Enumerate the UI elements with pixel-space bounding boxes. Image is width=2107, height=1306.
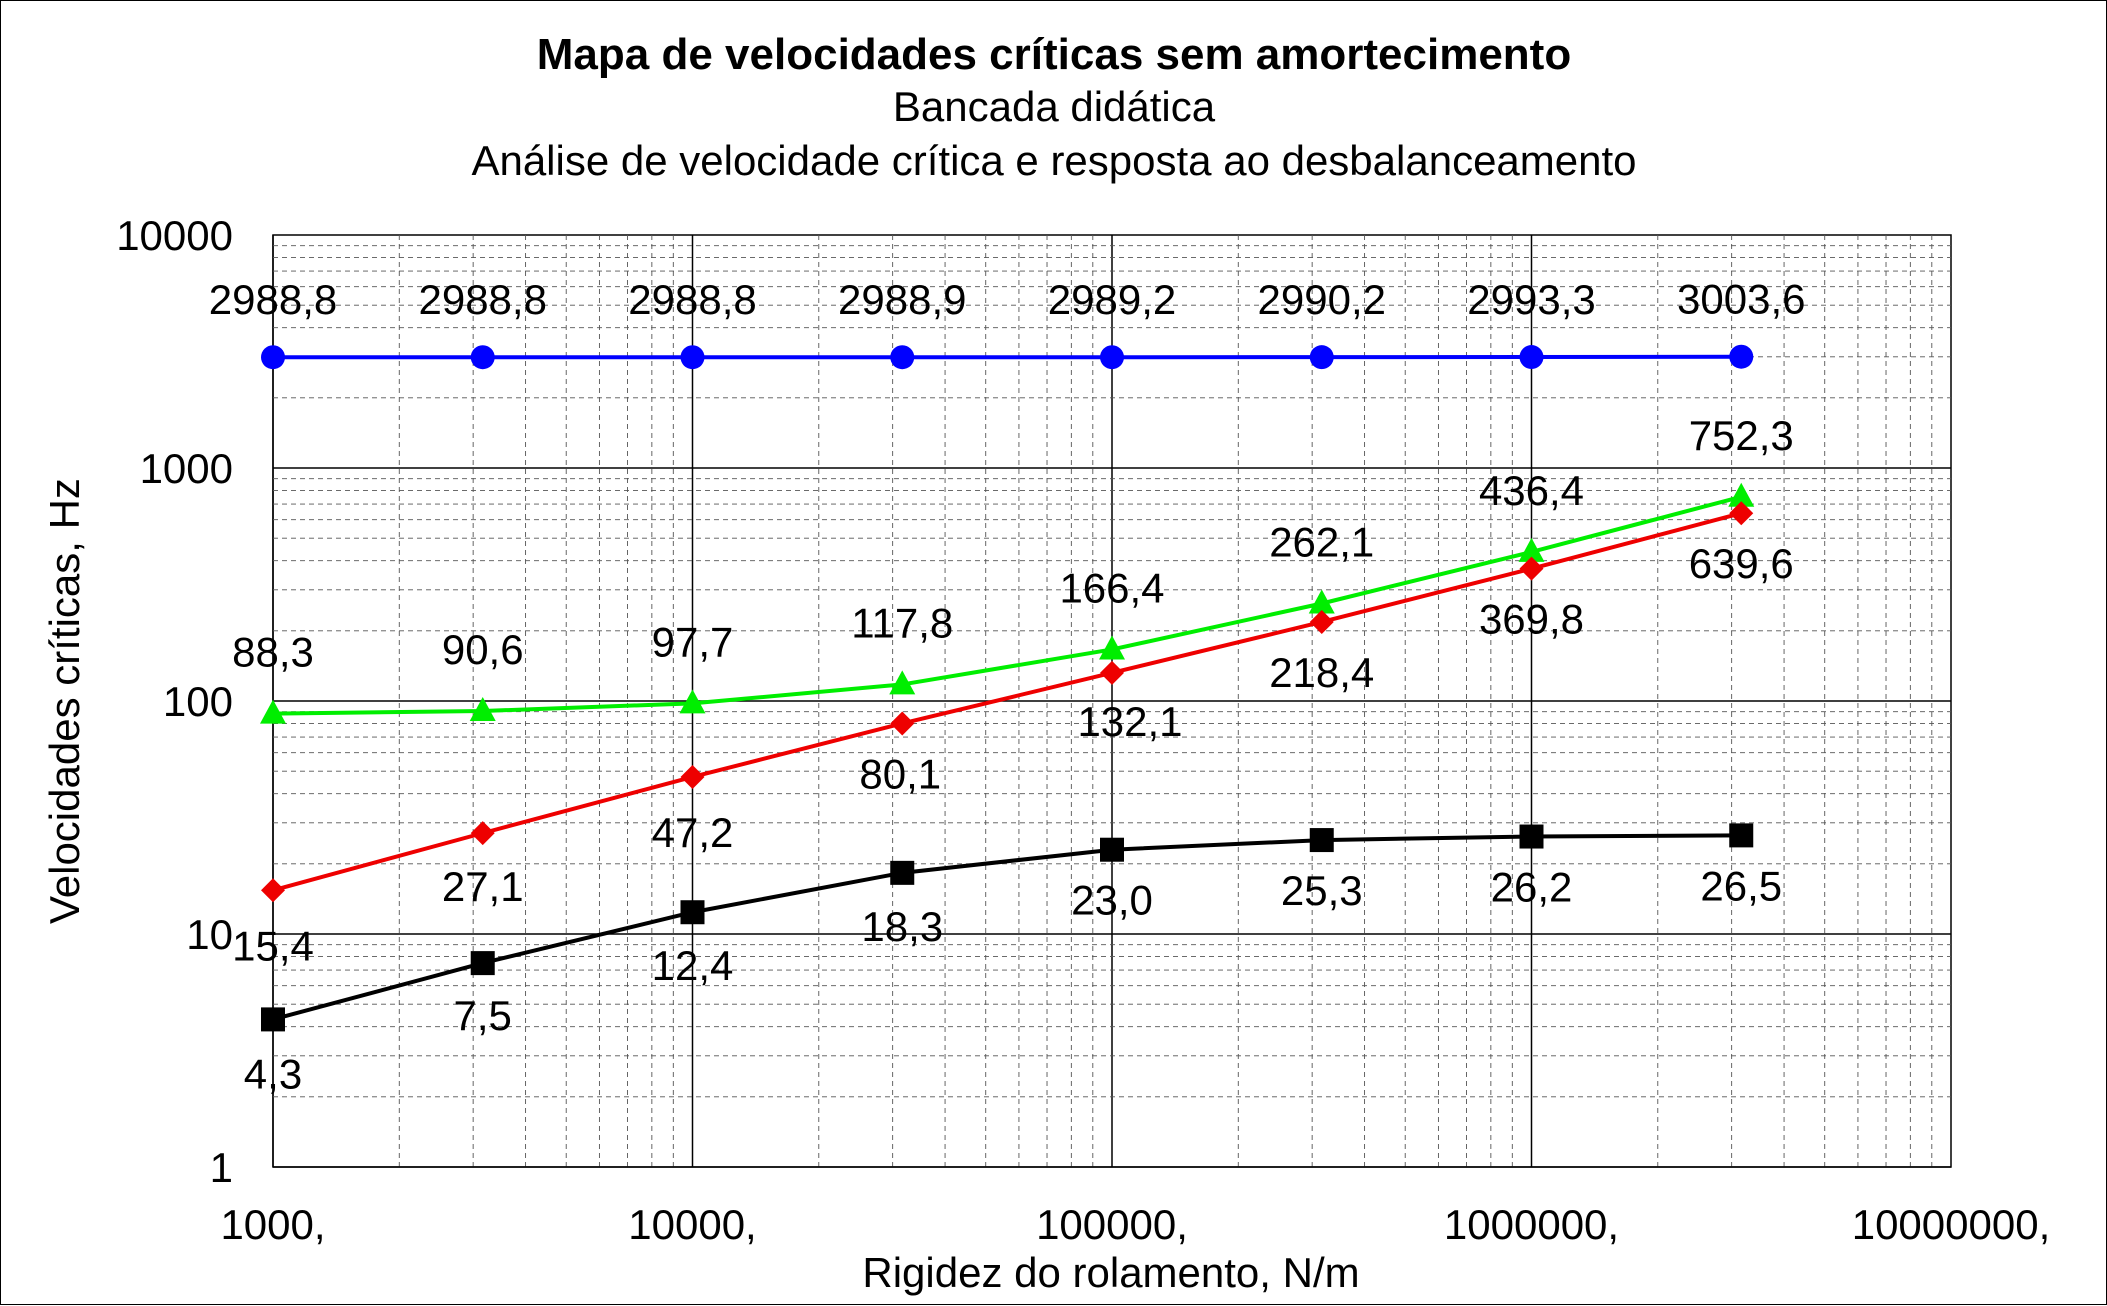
data-point: [261, 878, 285, 902]
data-point: [1520, 345, 1544, 369]
data-label: 2988,8: [209, 276, 337, 323]
data-label: 639,6: [1689, 540, 1794, 587]
y-tick-label: 1000: [140, 445, 233, 492]
data-label: 26,5: [1700, 862, 1782, 909]
data-point: [471, 951, 495, 975]
chart-subtitle-2: Análise de velocidade crítica e resposta…: [471, 137, 1636, 184]
data-label: 2989,2: [1048, 276, 1176, 323]
data-point: [681, 765, 705, 789]
y-tick-label: 10: [186, 911, 233, 958]
data-point: [1729, 345, 1753, 369]
data-point: [1100, 661, 1124, 685]
x-tick-label: 100000,: [1036, 1201, 1188, 1248]
y-tick-label: 100: [163, 678, 233, 725]
data-point: [890, 861, 914, 885]
data-point: [681, 900, 705, 924]
data-label: 2993,3: [1467, 276, 1595, 323]
data-label: 18,3: [861, 903, 943, 950]
data-label: 15,4: [232, 922, 314, 969]
data-label: 166,4: [1059, 564, 1164, 611]
data-label: 436,4: [1479, 467, 1584, 514]
data-point: [1100, 345, 1124, 369]
data-label: 2990,2: [1258, 276, 1386, 323]
data-label: 47,2: [652, 809, 734, 856]
data-label: 4,3: [244, 1050, 302, 1097]
data-point: [261, 1007, 285, 1031]
y-axis-label: Velocidades críticas, Hz: [41, 478, 88, 924]
data-label: 97,7: [652, 618, 734, 665]
data-label: 752,3: [1689, 412, 1794, 459]
x-axis-label: Rigidez do rolamento, N/m: [862, 1249, 1359, 1296]
data-label: 2988,8: [418, 276, 546, 323]
data-label: 117,8: [851, 599, 953, 646]
data-point: [1310, 828, 1334, 852]
data-label: 90,6: [442, 626, 524, 673]
data-point: [1100, 838, 1124, 862]
data-label: 12,4: [652, 942, 734, 989]
data-label: 88,3: [232, 629, 314, 676]
data-series: [260, 345, 1754, 1032]
data-point: [1729, 823, 1753, 847]
data-label: 23,0: [1071, 877, 1153, 924]
data-label: 26,2: [1491, 864, 1573, 911]
chart-subtitle-1: Bancada didática: [893, 83, 1216, 130]
data-label: 3003,6: [1677, 276, 1805, 323]
x-tick-label: 1000000,: [1444, 1201, 1619, 1248]
y-tick-label: 1: [210, 1144, 233, 1191]
data-label: 80,1: [859, 750, 941, 797]
x-tick-label: 10000000,: [1852, 1201, 2051, 1248]
data-point: [1310, 345, 1334, 369]
x-tick-label: 1000,: [220, 1201, 325, 1248]
data-point: [890, 711, 914, 735]
data-label: 132,1: [1077, 698, 1182, 745]
data-point: [471, 345, 495, 369]
data-label: 218,4: [1269, 649, 1374, 696]
data-label: 27,1: [442, 863, 524, 910]
data-point: [681, 345, 705, 369]
chart-title: Mapa de velocidades críticas sem amortec…: [537, 30, 1571, 79]
data-point: [1520, 825, 1544, 849]
data-label: 262,1: [1269, 518, 1374, 565]
data-point: [471, 821, 495, 845]
x-tick-label: 10000,: [628, 1201, 756, 1248]
data-point: [261, 345, 285, 369]
data-point: [890, 345, 914, 369]
data-label: 2988,9: [838, 276, 966, 323]
data-label: 7,5: [454, 992, 512, 1039]
data-label: 369,8: [1479, 596, 1584, 643]
data-label: 25,3: [1281, 867, 1363, 914]
y-tick-label: 10000: [116, 212, 233, 259]
data-label: 2988,8: [628, 276, 756, 323]
data-point: [1310, 610, 1334, 634]
